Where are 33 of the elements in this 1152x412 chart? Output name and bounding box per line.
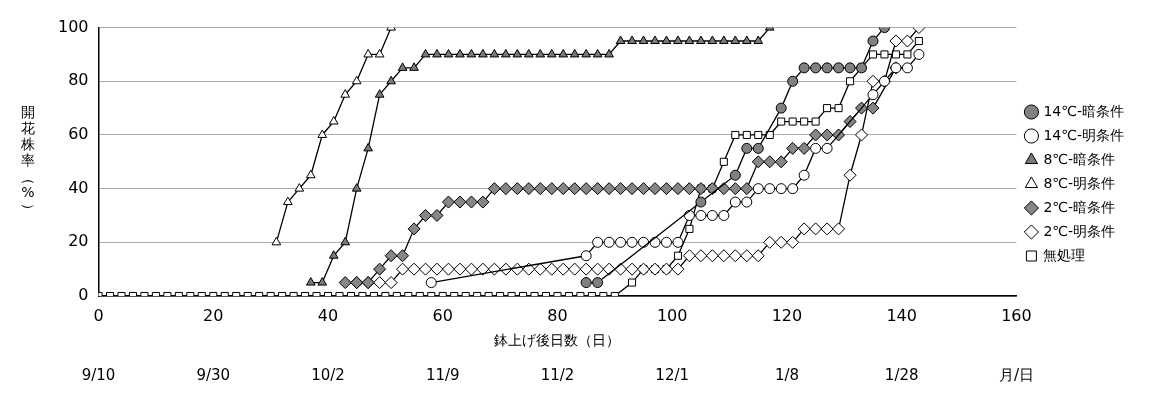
x-tick-label: 100: [656, 305, 688, 325]
y-tick-label: 60: [68, 124, 89, 144]
legend-label: 8℃-明条件: [1043, 174, 1116, 191]
x-tick-label: 40: [317, 305, 339, 325]
x-tick-label: 160: [1001, 305, 1032, 325]
x-tick-label: 60: [432, 305, 453, 325]
text: 10/2: [311, 365, 345, 384]
text: 11/9: [425, 365, 460, 384]
y-tick-label: 100: [57, 16, 89, 36]
x-axis-title: 鉢上げ後日数（日）: [494, 332, 621, 349]
text: 1/28: [884, 365, 919, 384]
legend-label: 無処理: [1043, 246, 1086, 263]
y-tick-label: 80: [68, 70, 89, 90]
x-tick-label: 120: [771, 305, 803, 325]
text: 11/2: [540, 365, 575, 384]
x-tick-label: 80: [547, 305, 568, 325]
y-tick-label: 0: [78, 285, 89, 305]
text: 月/日: [998, 365, 1034, 384]
x-tick-label: 0: [93, 305, 104, 325]
text: 9/30: [196, 365, 231, 384]
y-tick-label: 20: [68, 231, 89, 251]
text: 1/8: [774, 365, 800, 384]
y-axis-title: 開花株率（%）: [20, 104, 38, 217]
legend-label: 2℃-明条件: [1043, 222, 1116, 239]
x-tick-label: 20: [203, 305, 224, 325]
legend-label: 2℃-暗条件: [1043, 198, 1116, 215]
text: 9/10: [81, 365, 116, 384]
x-tick-label: 140: [886, 305, 917, 325]
legend-label: 14℃-暗条件: [1043, 102, 1124, 119]
y-tick-label: 40: [68, 177, 89, 197]
text: 12/1: [655, 365, 690, 384]
legend-label: 8℃-暗条件: [1043, 150, 1116, 167]
legend-label: 14℃-明条件: [1043, 126, 1124, 143]
